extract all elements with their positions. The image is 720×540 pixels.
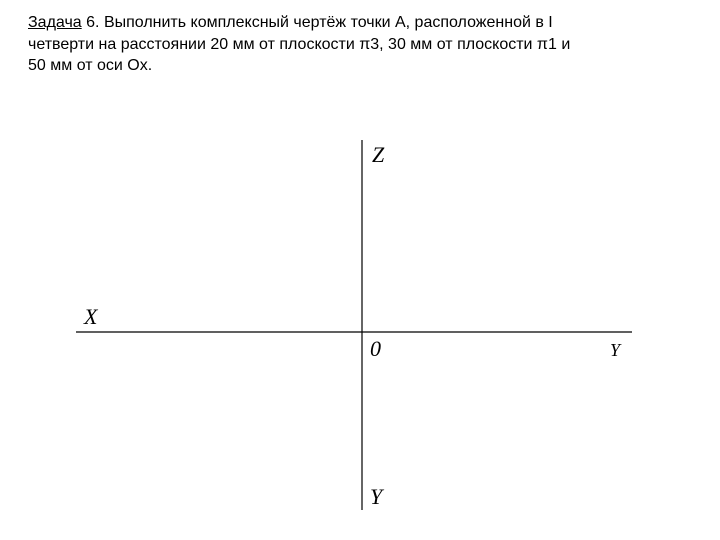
z-axis-label: Z xyxy=(372,142,385,167)
y-right-axis-label: Y xyxy=(610,340,622,360)
coordinate-diagram: Z X 0 Y Y xyxy=(0,0,720,540)
origin-label: 0 xyxy=(370,336,381,361)
x-axis-label: X xyxy=(83,304,99,329)
y-bottom-axis-label: Y xyxy=(370,484,385,509)
